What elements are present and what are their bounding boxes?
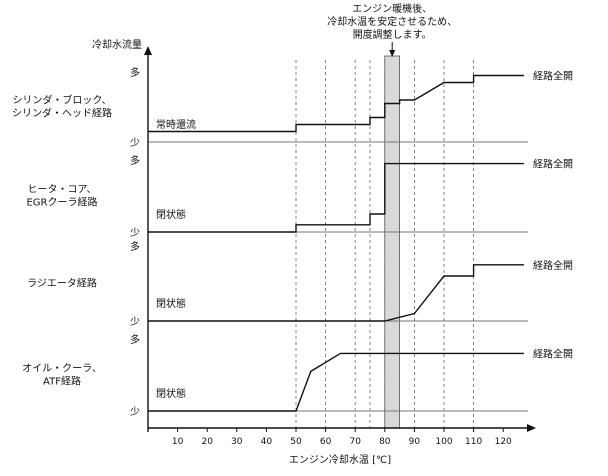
- x-tick-label: 50: [290, 437, 302, 447]
- low-state-label: 閉状態: [156, 297, 186, 310]
- highlight-band-layer: [384, 55, 400, 429]
- end-label: 経路全開: [533, 158, 573, 171]
- axes-layer: 10 20 30 40 50 60 70 80 90 100 110 120: [144, 46, 536, 447]
- level-low-label: 少: [130, 316, 140, 328]
- row-name: オイル・クーラ、 ATF経路: [22, 363, 102, 388]
- x-tick-label: 110: [465, 437, 482, 447]
- low-state-label: 常時還流: [156, 118, 196, 131]
- low-state-label: 閉状態: [156, 208, 186, 221]
- series-line: [148, 162, 524, 233]
- row-name: ヒータ・コア、 EGRクーラ経路: [26, 184, 97, 209]
- y-axis-label: 冷却水流量: [92, 38, 142, 51]
- annotation: エンジン暖機後、冷却水温を安定させるため、開度調整します。: [327, 2, 457, 57]
- level-low-label: 少: [130, 406, 140, 418]
- x-tick-label: 90: [409, 437, 421, 447]
- level-low-label: 少: [130, 137, 140, 149]
- annotation-arrow-head: [389, 50, 396, 57]
- x-tick-label: 10: [172, 437, 184, 447]
- x-tick-label: 60: [320, 437, 332, 447]
- x-axis-arrow: [527, 424, 536, 432]
- x-tick-label: 70: [349, 437, 361, 447]
- level-high-label: 多: [130, 154, 140, 167]
- x-tick-label: 30: [231, 437, 243, 447]
- end-label: 経路全開: [533, 347, 573, 360]
- series-line: [148, 264, 524, 322]
- level-high-label: 多: [130, 66, 140, 79]
- annotation-text: エンジン暖機後、冷却水温を安定させるため、開度調整します。: [327, 2, 457, 41]
- level-low-label: 少: [130, 227, 140, 239]
- series-line: [148, 74, 524, 133]
- x-tick-label: 20: [201, 437, 213, 447]
- x-tick-label: 80: [379, 437, 391, 447]
- stabilization-band: [384, 55, 400, 429]
- row-name: ラジエータ経路: [27, 277, 97, 290]
- x-tick-label: 40: [261, 437, 273, 447]
- low-state-label: 閉状態: [156, 387, 186, 400]
- y-axis-arrow: [144, 46, 152, 55]
- row-name: シリンダ・ブロック、シリンダ・ヘッド経路: [12, 94, 112, 120]
- x-tick-label: 100: [435, 437, 452, 447]
- end-label: 経路全開: [533, 259, 573, 272]
- series-line: [148, 352, 524, 412]
- end-label: 経路全開: [533, 70, 573, 83]
- level-high-label: 多: [130, 333, 140, 346]
- x-tick-label: 120: [495, 437, 512, 447]
- x-axis-label: エンジン冷却水温 [℃]: [289, 453, 391, 466]
- level-high-label: 多: [130, 240, 140, 253]
